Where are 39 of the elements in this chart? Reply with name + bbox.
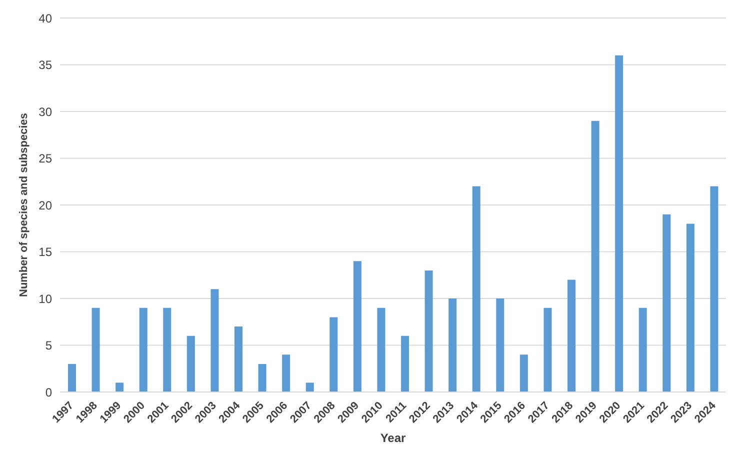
bar [353,261,362,392]
bar [139,308,148,392]
bar [710,186,718,392]
y-tick-label: 20 [38,198,52,212]
bar [258,364,266,392]
bar [520,354,528,392]
y-tick-label: 0 [45,385,52,400]
bar [330,317,338,392]
y-tick-label: 10 [38,292,52,306]
bar [544,308,552,392]
y-tick-label: 40 [38,11,52,26]
bar [186,336,195,392]
y-axis-title: Number of species and subspecies [18,112,30,298]
bar [68,364,76,392]
bar [282,354,290,392]
y-tick-label: 30 [38,104,52,119]
bar [401,336,409,392]
bar [210,289,219,392]
y-tick-label: 5 [45,338,52,353]
bar [424,270,433,392]
bar [568,280,576,392]
y-tick-label: 25 [38,152,52,166]
bar [92,308,100,392]
y-tick-label: 15 [38,245,52,260]
bar [662,214,671,392]
bar [472,186,480,392]
y-tick-label: 35 [38,58,52,72]
bar [638,308,647,392]
bar [686,224,694,392]
bar [591,120,600,392]
bar [615,55,624,392]
bar [377,308,386,392]
bar [496,298,504,392]
bar [234,326,242,392]
bar [306,382,314,392]
bar [163,308,172,392]
bar [448,298,457,392]
bar [116,382,124,392]
x-axis-title: Year [380,431,406,445]
